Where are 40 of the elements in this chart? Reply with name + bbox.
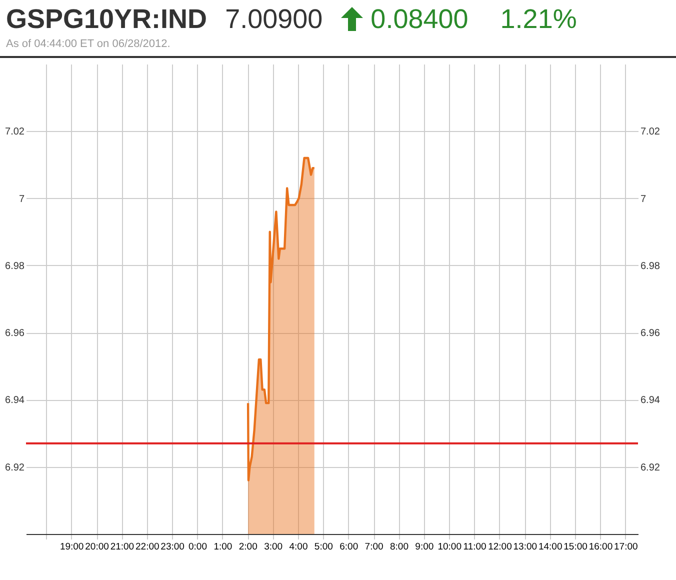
y-tick-label: 6.92: [5, 462, 25, 474]
y-tick-label: 7.02: [5, 126, 25, 138]
x-tick-label: 5:00: [314, 542, 333, 552]
x-tick-label: 7:00: [364, 542, 384, 552]
x-tick-label: 1:00: [214, 542, 232, 552]
y2-tick-label: 7: [640, 194, 646, 205]
y-tick-label: 7: [18, 194, 25, 205]
x-tick-label: 23:00: [160, 542, 184, 552]
x-tick-label: 0:00: [188, 542, 208, 552]
x-tick-label: 12:00: [488, 542, 512, 552]
x-tick-label: 17:00: [614, 542, 638, 552]
y-tick-label: 6.94: [5, 395, 25, 406]
y2-tick-label: 7.02: [640, 126, 660, 138]
x-tick-label: 3:00: [264, 542, 283, 552]
x-tick-label: 11:00: [463, 542, 486, 552]
y-tick-label: 6.98: [5, 260, 25, 272]
text: 0.08400: [370, 4, 468, 34]
x-tick-label: 4:00: [289, 542, 308, 552]
y2-tick-label: 6.92: [640, 462, 660, 474]
x-tick-label: 19:00: [60, 542, 84, 552]
x-tick-label: 22:00: [136, 542, 160, 552]
x-tick-label: 15:00: [564, 542, 588, 552]
y2-tick-label: 6.94: [640, 395, 660, 406]
x-tick-label: 8:00: [390, 542, 408, 552]
chart-subtitle: As of 04:44:00 ET on 06/28/2012.: [6, 38, 172, 50]
text: 1.21%: [500, 4, 577, 34]
x-tick-label: 10:00: [438, 542, 462, 552]
chart-title: GSPG10YR:IND: [6, 4, 208, 34]
x-tick-label: 9:00: [415, 542, 434, 552]
x-tick-label: 14:00: [538, 542, 562, 552]
x-tick-label: 6:00: [340, 542, 358, 552]
x-tick-label: 20:00: [85, 542, 109, 552]
x-tick-label: 13:00: [513, 542, 538, 552]
y2-tick-label: 6.98: [640, 260, 660, 272]
y2-tick-label: 6.96: [640, 328, 660, 340]
y-tick-label: 6.96: [5, 328, 25, 340]
x-tick-label: 21:00: [110, 542, 134, 552]
x-tick-label: 16:00: [588, 542, 613, 552]
text: 7.00900: [225, 4, 323, 34]
x-tick-label: 2:00: [238, 542, 258, 552]
